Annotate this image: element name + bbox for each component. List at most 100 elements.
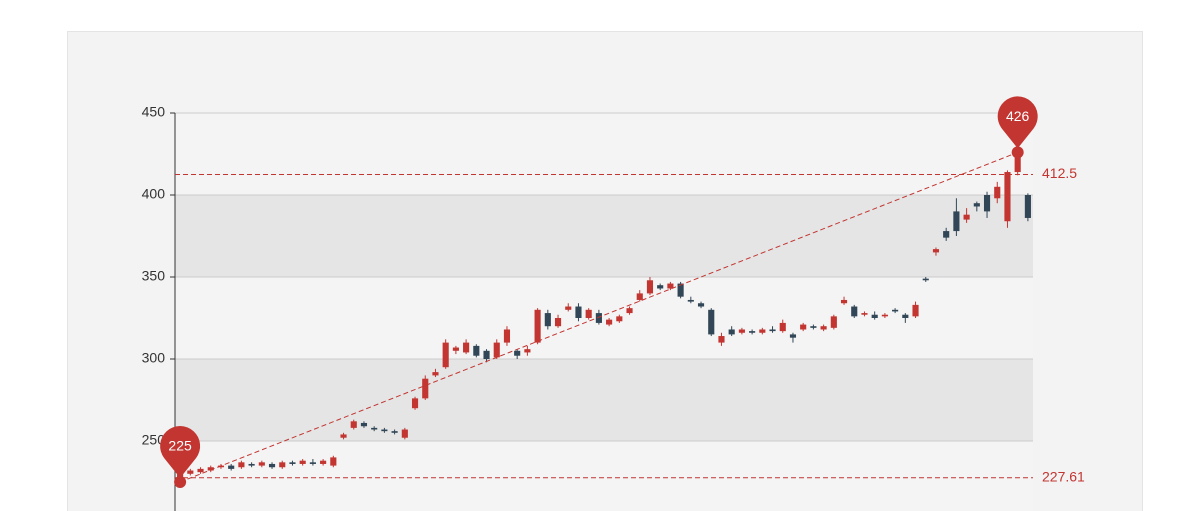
- candle-body: [279, 462, 286, 468]
- candle-body: [922, 278, 929, 281]
- candle-body: [973, 203, 980, 207]
- candle-body: [810, 326, 817, 328]
- candle-body: [463, 342, 470, 353]
- candle-body: [248, 463, 255, 466]
- candle-body: [595, 313, 602, 323]
- candle-body: [820, 326, 827, 330]
- y-tick-label: 450: [142, 104, 166, 120]
- candle-body: [657, 285, 664, 289]
- candle-body: [493, 342, 500, 358]
- candle-body: [187, 470, 194, 474]
- candle-body: [238, 462, 245, 468]
- candle-body: [749, 331, 756, 333]
- candle-body: [197, 468, 204, 473]
- split-area: [175, 195, 1033, 277]
- candle-body: [943, 231, 950, 238]
- candle-body: [585, 309, 592, 318]
- candle-body: [983, 195, 991, 212]
- candle-body: [1014, 152, 1021, 173]
- candle-body: [881, 314, 888, 317]
- candle-body: [473, 345, 480, 356]
- candle-body: [340, 434, 347, 438]
- candle-body: [953, 211, 960, 232]
- mark-point-dot: [1011, 146, 1024, 159]
- candle-body: [207, 467, 214, 471]
- candle-body: [289, 462, 296, 464]
- candle-body: [228, 465, 235, 469]
- candle-body: [371, 427, 378, 430]
- candle-body: [606, 319, 613, 325]
- split-area: [175, 359, 1033, 441]
- candle-body: [330, 457, 337, 466]
- candle-body: [524, 349, 531, 353]
- candle-body: [708, 309, 715, 335]
- mark-point-label: 426: [1006, 108, 1030, 124]
- candle-body: [442, 342, 449, 368]
- candle-body: [912, 304, 919, 317]
- y-tick-label: 350: [142, 268, 166, 284]
- candle-body: [994, 186, 1001, 199]
- candle-body: [789, 334, 797, 338]
- candle-body: [738, 329, 745, 333]
- candle-body: [534, 309, 541, 343]
- candle-body: [718, 336, 725, 343]
- candle-body: [851, 306, 858, 317]
- candle-body: [626, 308, 633, 314]
- y-tick-label: 250: [142, 432, 166, 448]
- candle-body: [299, 460, 306, 464]
- y-tick-label: 400: [142, 186, 166, 202]
- candle-body: [432, 372, 439, 376]
- candle-body: [697, 303, 705, 307]
- candle-body: [636, 293, 643, 300]
- candle-body: [830, 316, 837, 328]
- candle-body: [503, 329, 511, 343]
- candle-body: [391, 431, 398, 433]
- candle-body: [1024, 195, 1031, 218]
- candle-body: [861, 313, 868, 315]
- candle-body: [616, 316, 623, 322]
- candle-body: [320, 460, 327, 464]
- candle-body: [728, 329, 735, 335]
- candle-body: [422, 378, 429, 399]
- split-area: [175, 277, 1033, 359]
- candle-body: [963, 214, 970, 220]
- mark-line-label: 412.5: [1042, 165, 1077, 181]
- candle-body: [452, 347, 459, 351]
- candle-body: [677, 283, 684, 297]
- candle-body: [769, 329, 776, 332]
- candle-body: [932, 249, 940, 253]
- y-tick-label: 300: [142, 350, 166, 366]
- trend-line: [179, 151, 1018, 483]
- candle-body: [779, 322, 786, 332]
- candle-body: [667, 283, 674, 289]
- split-area: [175, 441, 1033, 511]
- candle-body: [871, 314, 878, 318]
- candle-body: [554, 318, 562, 327]
- candle-body: [483, 350, 490, 359]
- candle-body: [892, 309, 899, 312]
- candle-body: [565, 306, 572, 310]
- candle-body: [401, 429, 408, 438]
- candle-body: [1004, 172, 1011, 222]
- mark-point-dot: [174, 476, 187, 488]
- candle-body: [646, 280, 654, 294]
- candle-body: [840, 299, 848, 304]
- mark-point-pin: [997, 96, 1038, 149]
- mark-line-label: 227.61: [1042, 468, 1085, 484]
- candle-body: [759, 329, 766, 333]
- split-area: [175, 113, 1033, 195]
- chart-panel: [67, 31, 1143, 511]
- candle-body: [360, 422, 368, 427]
- candle-body: [544, 313, 551, 327]
- candle-body: [902, 314, 909, 318]
- candle-body: [381, 429, 388, 432]
- candle-body: [350, 421, 357, 428]
- candle-body: [800, 324, 807, 330]
- candle-body: [687, 299, 694, 302]
- candle-body: [514, 350, 521, 356]
- candle-body: [258, 462, 265, 466]
- candle-body: [411, 398, 419, 409]
- mark-point-label: 225: [168, 438, 192, 454]
